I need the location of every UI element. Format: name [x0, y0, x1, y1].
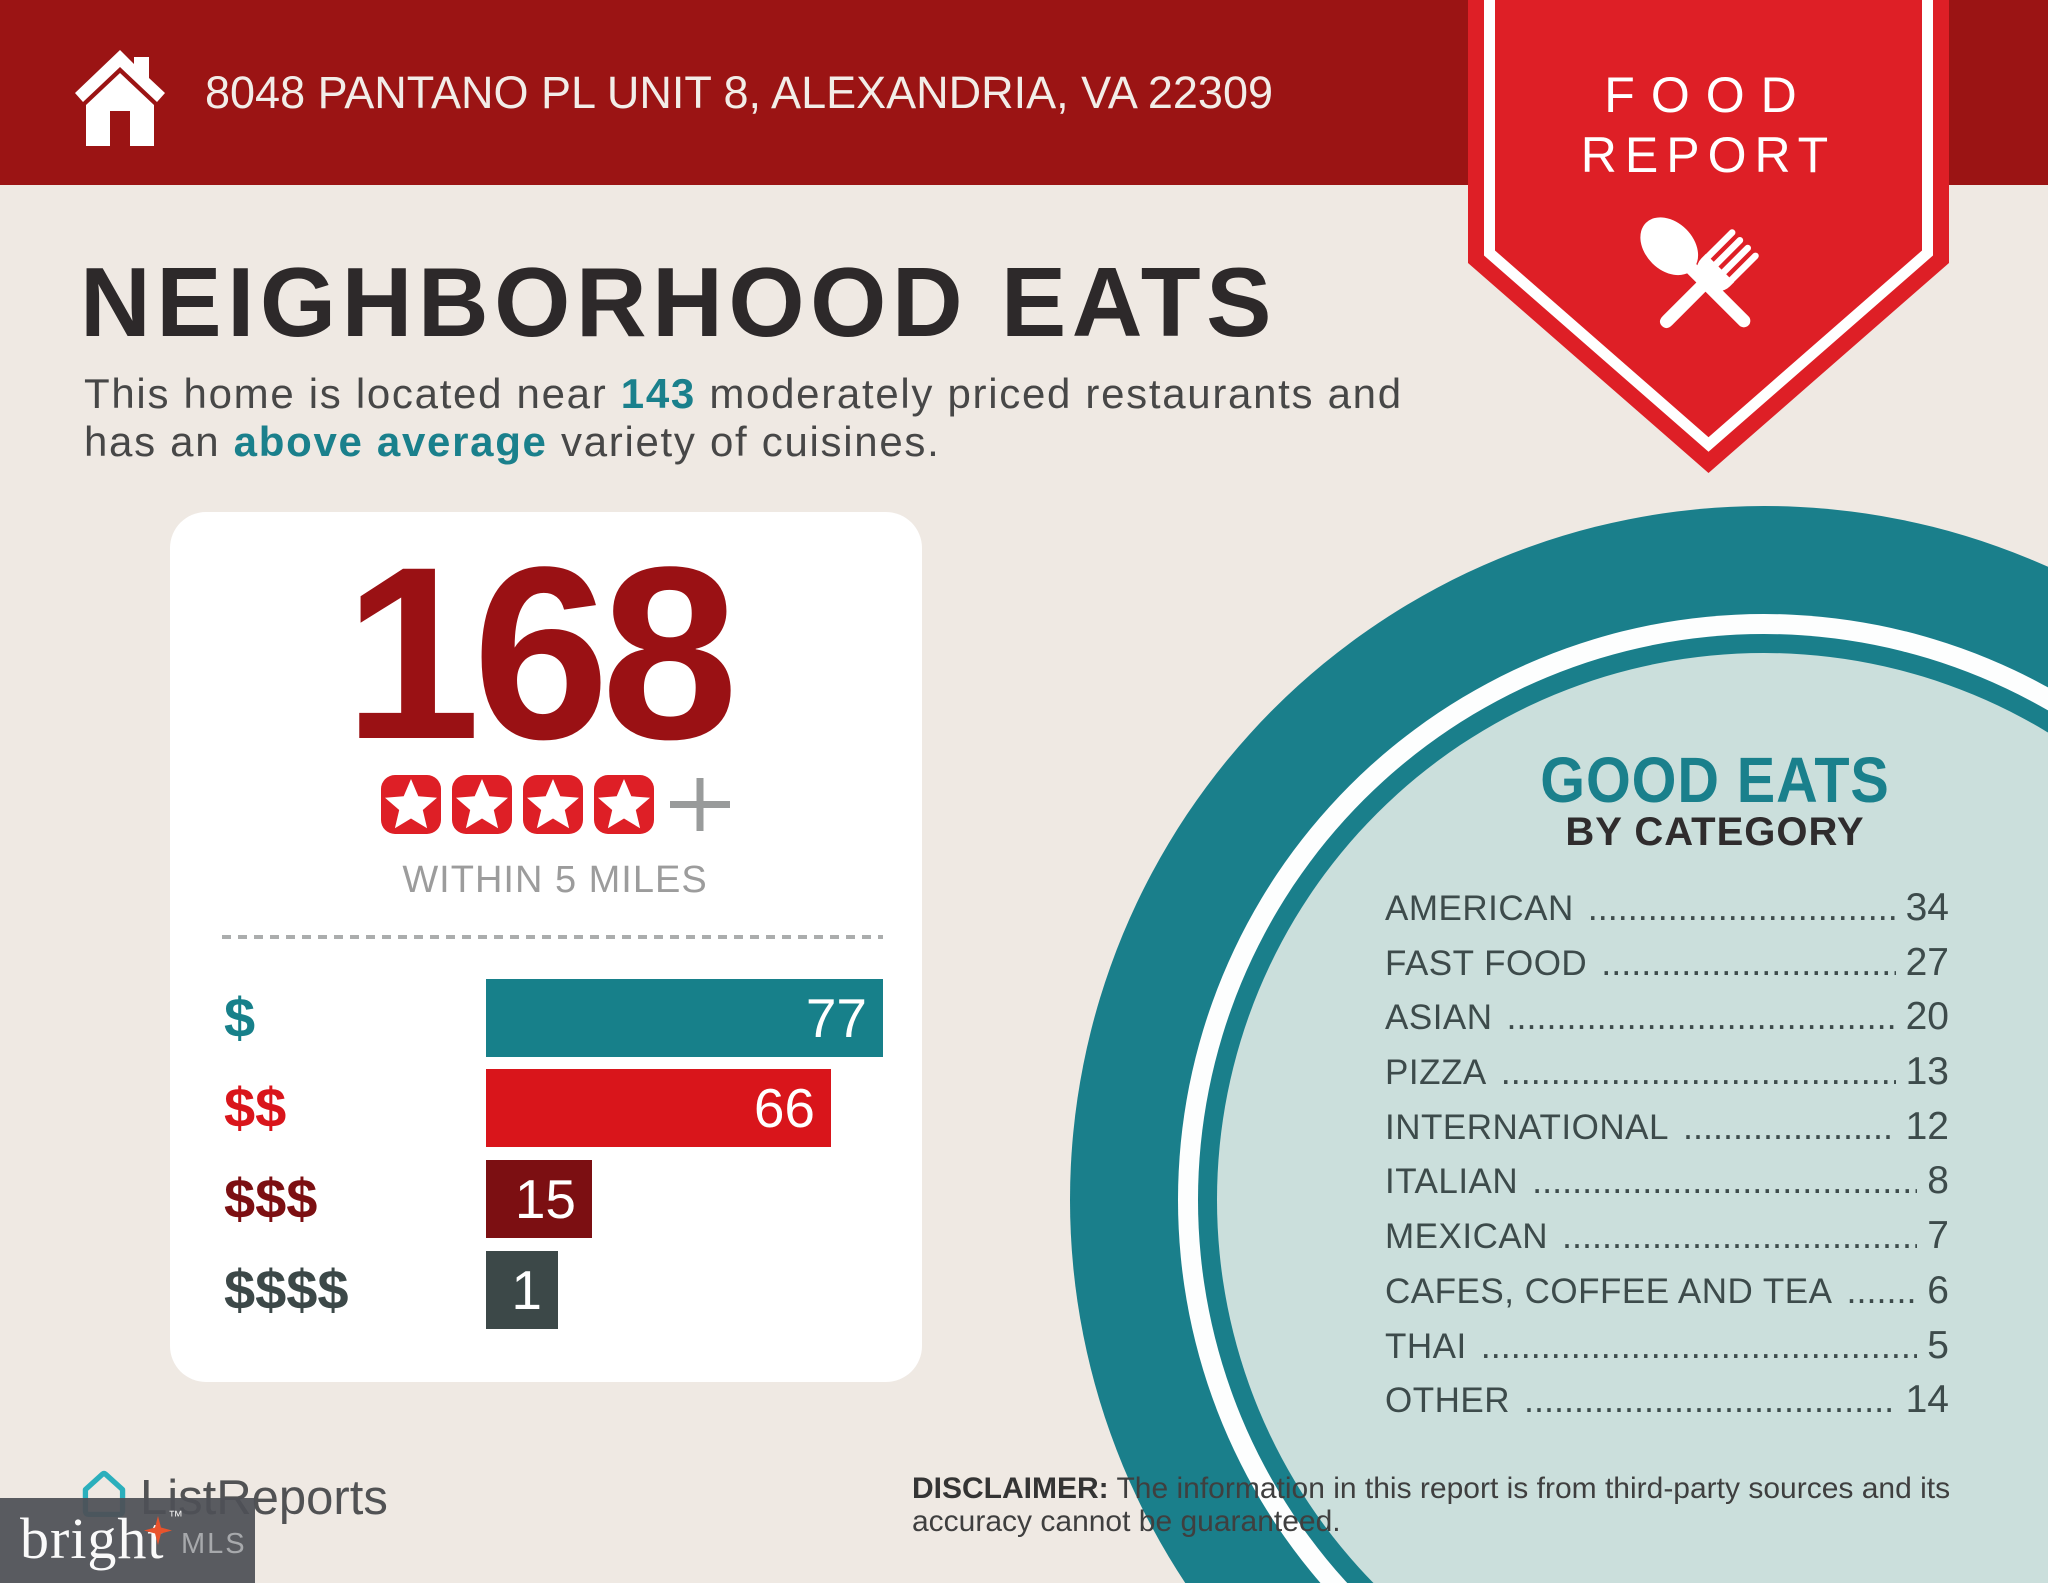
svg-text:FOOD: FOOD [1604, 67, 1812, 123]
svg-text:REPORT: REPORT [1581, 127, 1836, 183]
